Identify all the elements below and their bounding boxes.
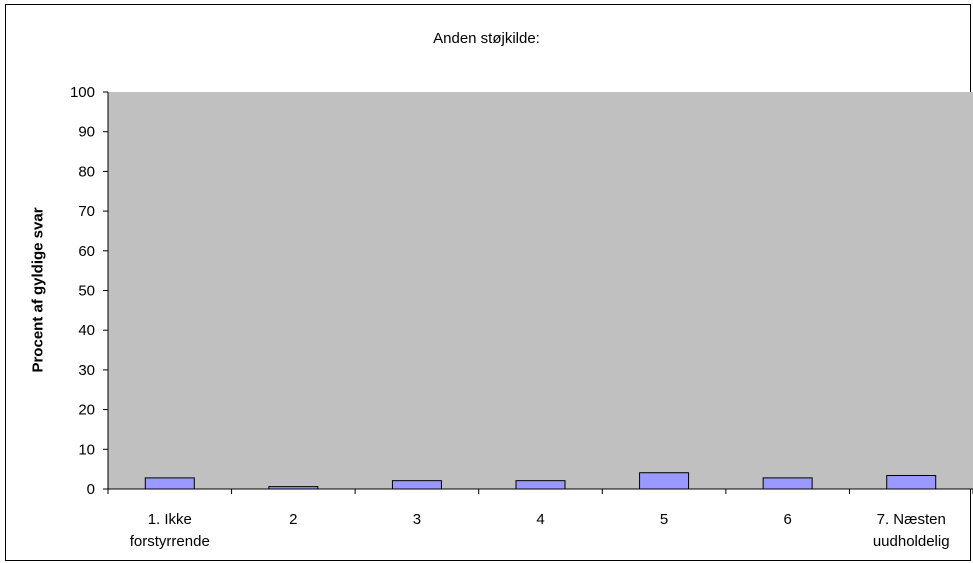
x-axis: 1. Ikke forstyrrende 2 3 4 5 6 7. Næsten uudhold… — [107, 488, 973, 550]
x-tick-label: 2 — [289, 511, 297, 528]
x-tick-label: 6 — [783, 511, 791, 528]
y-tick-label: 20 — [78, 402, 95, 419]
y-tick-label: 70 — [78, 203, 95, 220]
y-tick-label: 60 — [78, 243, 95, 260]
bar — [639, 472, 690, 490]
y-tick-label: 50 — [78, 283, 95, 300]
bar — [762, 477, 813, 490]
y-tick-label: 40 — [78, 322, 95, 339]
x-tick-label: 5 — [660, 511, 668, 528]
bar — [515, 480, 566, 490]
y-tick-label: 80 — [78, 163, 95, 180]
y-tick-label: 100 — [70, 84, 95, 101]
bar — [144, 477, 195, 490]
bar — [268, 486, 319, 490]
plot-area — [108, 92, 973, 489]
x-tick-label: 4 — [536, 511, 544, 528]
chart-title: Anden støjkilde: — [433, 30, 540, 47]
x-tick-label: 1. Ikke forstyrrende — [130, 511, 210, 550]
bar — [886, 475, 937, 490]
y-tick-label: 30 — [78, 362, 95, 379]
y-tick-label: 0 — [87, 481, 95, 498]
x-tick-label: 7. Næsten uudholdelig — [873, 511, 950, 550]
y-axis: 0 10 20 30 40 50 60 70 80 90 100 — [70, 84, 109, 498]
y-tick-label: 10 — [78, 441, 95, 458]
y-tick-label: 90 — [78, 124, 95, 141]
bar — [391, 480, 442, 490]
x-tick-label: 3 — [413, 511, 421, 528]
bars — [144, 472, 937, 490]
